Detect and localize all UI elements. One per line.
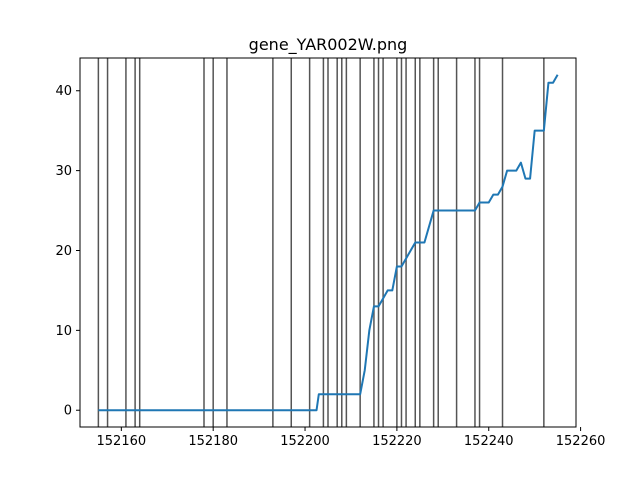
- y-axis: 0 10 20 30 40: [55, 84, 80, 419]
- series-line-0: [98, 74, 559, 412]
- x-axis: 152160 152180 152200 152220 152240 152260: [97, 427, 606, 449]
- x-tick-label-5: 152260: [556, 434, 606, 449]
- y-tick-label-4: 40: [55, 84, 72, 99]
- y-tick-label-1: 10: [55, 324, 72, 339]
- x-tick-label-3: 152220: [372, 434, 422, 449]
- x-tick-label-4: 152240: [464, 434, 514, 449]
- chart-title: gene_YAR002W.png: [249, 35, 408, 55]
- y-tick-label-3: 30: [55, 164, 72, 179]
- vertical-lines: [97, 58, 545, 427]
- y-tick-label-2: 20: [55, 244, 72, 259]
- x-tick-label-0: 152160: [97, 434, 147, 449]
- series-layer: [98, 74, 559, 412]
- x-tick-label-1: 152180: [188, 434, 238, 449]
- x-tick-label-2: 152200: [280, 434, 330, 449]
- y-tick-label-0: 0: [64, 404, 72, 419]
- plot-frame: [79, 57, 577, 428]
